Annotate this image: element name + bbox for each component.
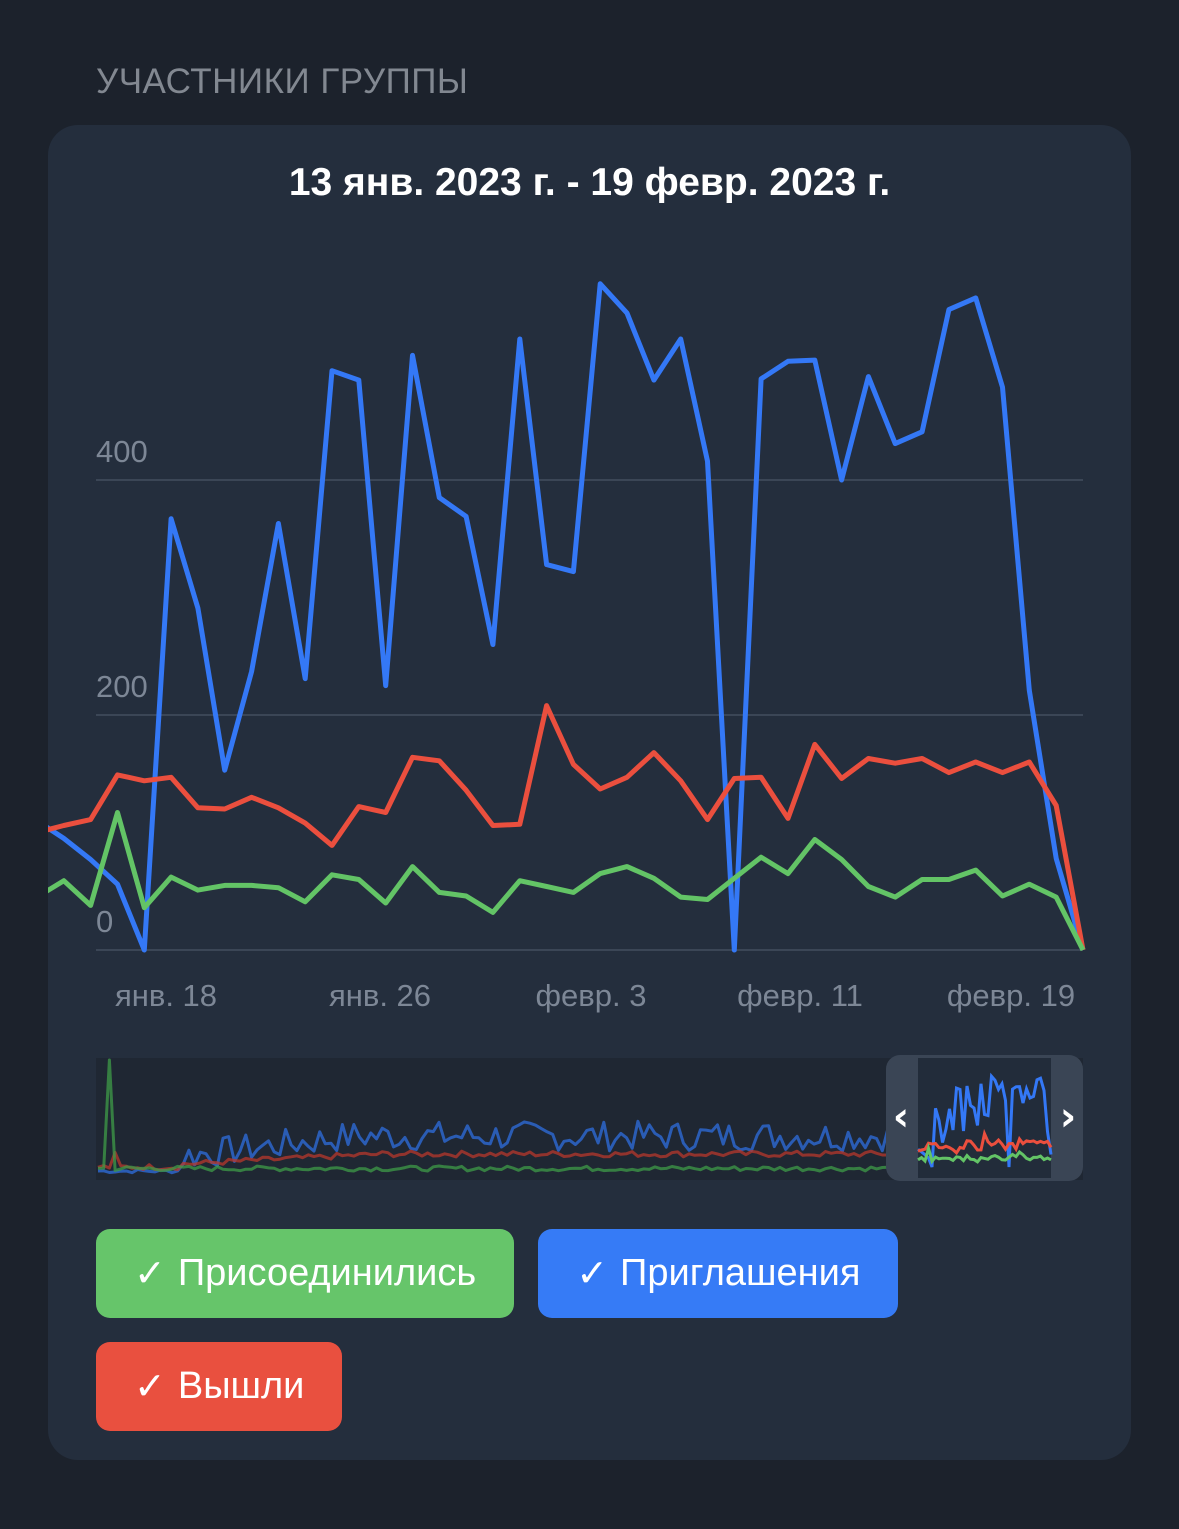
- legend-toggle-joined[interactable]: ✓ Присоединились: [96, 1229, 515, 1318]
- legend-toggle-left[interactable]: ✓ Вышли: [96, 1342, 343, 1431]
- checkmark-icon: ✓: [134, 1366, 166, 1408]
- plot-lines: [48, 281, 1086, 953]
- navigator-window-series: [917, 1142, 1052, 1165]
- legend-toggle-invites[interactable]: ✓ Приглашения: [538, 1229, 899, 1318]
- x-tick-label: февр. 19: [947, 978, 1075, 1013]
- navigator-window-series: [917, 1128, 1053, 1156]
- x-tick-label: янв. 18: [115, 978, 217, 1013]
- navigator-right-handle-icon[interactable]: ›: [1060, 1094, 1076, 1140]
- gridlines: [96, 479, 1083, 951]
- navigator-series: [97, 1119, 890, 1175]
- legend: ✓ Присоединились ✓ Приглашения ✓ Вышли: [96, 1229, 1096, 1431]
- y-axis-labels: 0 200 400: [96, 434, 148, 939]
- y-tick-label: 0: [96, 904, 113, 939]
- navigator-window-series: [917, 1072, 1053, 1168]
- series-line: [48, 703, 1086, 951]
- navigator-series: [97, 1149, 888, 1172]
- legend-label: Присоединились: [177, 1252, 477, 1294]
- line-chart[interactable]: 0 200 400 янв. 18 янв. 26 февр. 3 февр. 11 фев…: [48, 125, 1131, 1225]
- legend-label: Приглашения: [620, 1252, 861, 1294]
- range-navigator[interactable]: ‹ ›: [96, 1055, 1083, 1181]
- date-range-title: 13 янв. 2023 г. - 19 февр. 2023 г.: [288, 161, 891, 204]
- checkmark-icon: ✓: [134, 1253, 166, 1295]
- x-tick-label: февр. 3: [536, 978, 647, 1013]
- chart-card: 13 янв. 2023 г. - 19 февр. 2023 г. 0 200 4…: [48, 125, 1131, 1460]
- navigator-left-handle-icon[interactable]: ‹: [893, 1094, 909, 1140]
- series-line: [48, 810, 1086, 952]
- navigator-series: [98, 1058, 889, 1173]
- checkmark-icon: ✓: [576, 1253, 609, 1295]
- section-title: УЧАСТНИКИ ГРУППЫ: [96, 62, 469, 101]
- x-tick-label: янв. 26: [329, 978, 431, 1013]
- series-line: [48, 281, 1086, 953]
- legend-label: Вышли: [177, 1365, 305, 1407]
- y-tick-label: 400: [96, 434, 148, 469]
- x-axis-labels: янв. 18 янв. 26 февр. 3 февр. 11 февр. 19: [115, 978, 1075, 1013]
- y-tick-label: 200: [96, 669, 148, 704]
- x-tick-label: февр. 11: [737, 978, 863, 1013]
